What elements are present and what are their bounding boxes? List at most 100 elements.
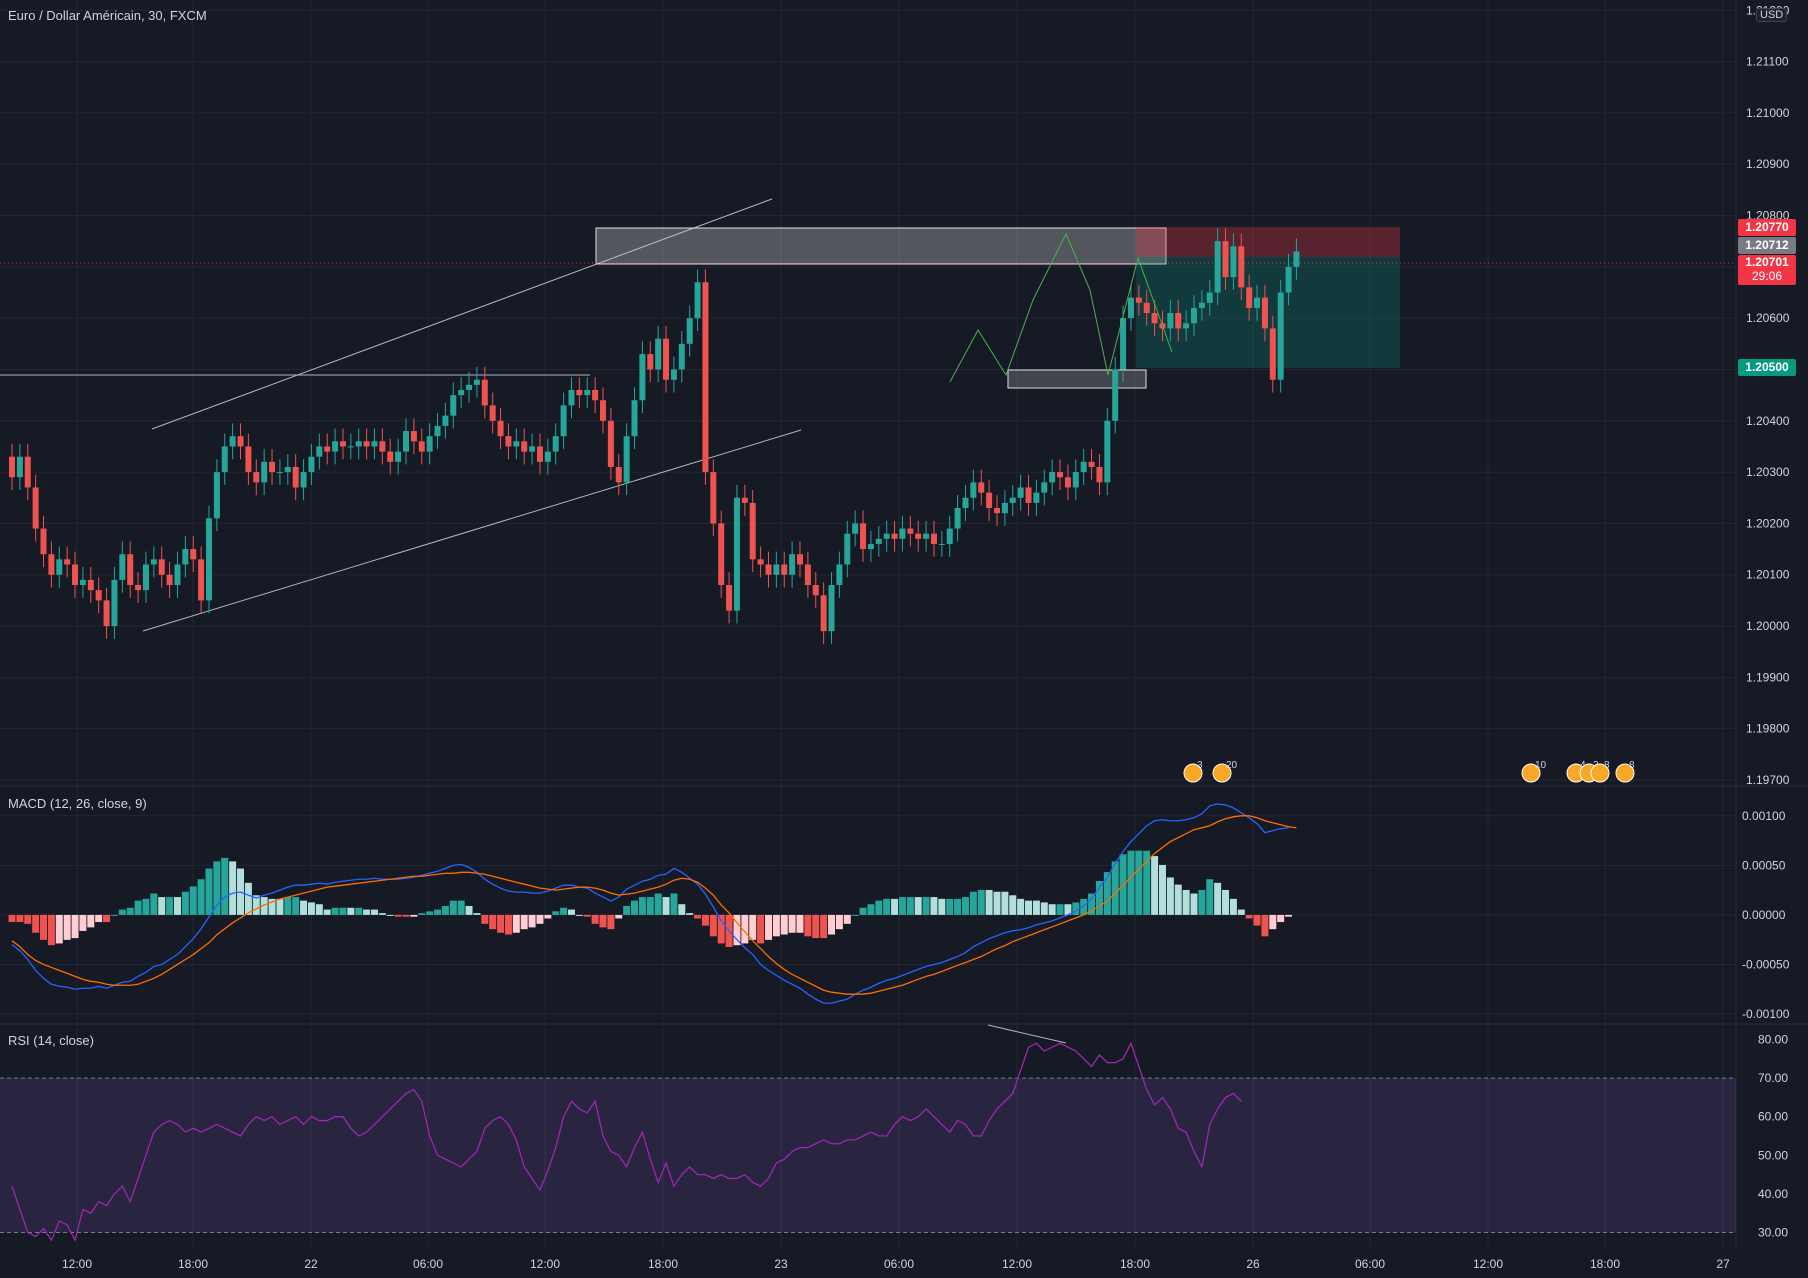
macd-histogram-bar	[489, 914, 497, 930]
candle-body	[1293, 251, 1300, 267]
event-marker-count: 10	[1535, 760, 1547, 771]
eu-flag-icon	[1521, 763, 1541, 783]
macd-histogram-bar	[796, 914, 804, 933]
rsi-indicator-title[interactable]: RSI (14, close)	[8, 1033, 94, 1048]
time-axis-label: 06:00	[1355, 1257, 1385, 1271]
macd-histogram-bar	[260, 897, 268, 915]
candle-body	[410, 431, 417, 442]
macd-histogram-bar	[221, 857, 229, 915]
macd-histogram-bar	[197, 879, 205, 915]
candle-body	[946, 528, 953, 544]
candle-body	[694, 282, 701, 319]
rsi-divergence-line	[987, 1024, 1067, 1044]
macd-histogram-bar	[544, 914, 552, 919]
candle-body	[458, 390, 465, 396]
candle-body	[1088, 461, 1095, 467]
candle-body	[726, 585, 733, 611]
candle-body	[72, 564, 79, 585]
candle-body	[1096, 466, 1103, 483]
candle-body	[1112, 369, 1119, 421]
candle-body	[1222, 241, 1229, 278]
price-axis-label: 1.20000	[1746, 619, 1790, 633]
macd-histogram-bar	[938, 898, 946, 915]
macd-histogram-bar	[1190, 893, 1198, 915]
price-axis-label: 1.21000	[1746, 106, 1790, 120]
macd-histogram-bar	[118, 909, 126, 915]
macd-histogram-bar	[780, 914, 788, 935]
macd-histogram-bar	[1095, 881, 1103, 915]
candle-body	[79, 579, 86, 585]
time-axis-label: 12:00	[1473, 1257, 1503, 1271]
candle-body	[962, 497, 969, 509]
macd-histogram-bar	[961, 897, 969, 915]
price-axis-label: 1.20100	[1746, 568, 1790, 582]
candle-body	[521, 441, 528, 452]
candle-body	[915, 533, 922, 539]
macd-histogram-bar	[347, 907, 355, 915]
candle-body	[32, 487, 39, 529]
price-axis-label: 1.20300	[1746, 465, 1790, 479]
macd-histogram-bar	[315, 904, 323, 915]
candle-body	[237, 436, 244, 447]
candle-body	[1025, 487, 1032, 503]
event-marker-count: 8	[1604, 760, 1610, 771]
macd-histogram-bar	[591, 914, 599, 924]
macd-histogram-bar	[828, 914, 836, 935]
macd-histogram-bar	[930, 897, 938, 915]
macd-histogram-bar	[79, 914, 87, 931]
time-axis-label: 12:00	[62, 1257, 92, 1271]
candle-body	[954, 508, 961, 529]
candle-body	[87, 579, 94, 591]
candle-body	[560, 405, 567, 437]
time-axis-label: 12:00	[530, 1257, 560, 1271]
macd-histogram-bar	[843, 914, 851, 924]
macd-indicator-title[interactable]: MACD (12, 26, close, 9)	[8, 796, 147, 811]
candle-body	[600, 400, 606, 421]
macd-histogram-bar	[914, 897, 922, 915]
macd-histogram-bar	[772, 914, 780, 937]
macd-histogram-bar	[694, 914, 702, 919]
candle-body	[1214, 241, 1221, 293]
candle-body	[718, 523, 725, 585]
macd-histogram-bar	[741, 914, 749, 944]
candle-body	[733, 497, 740, 611]
macd-histogram-bar	[300, 900, 308, 915]
macd-signal-line	[11, 815, 1297, 995]
candle-body	[994, 508, 1000, 514]
target-price-tag: 1.20500	[1738, 359, 1796, 376]
macd-histogram-bar	[465, 905, 473, 915]
macd-histogram-bar	[410, 914, 418, 917]
macd-histogram-bar	[8, 914, 16, 923]
currency-badge[interactable]: USD	[1756, 8, 1788, 22]
candle-body	[229, 436, 236, 447]
event-marker-count: 4	[1580, 760, 1586, 771]
candle-body	[1191, 307, 1197, 324]
macd-histogram-bar	[1064, 904, 1072, 915]
candle-body	[757, 559, 764, 565]
candle-body	[852, 523, 859, 534]
candle-body	[899, 528, 906, 539]
us-flag-icon	[1183, 763, 1203, 783]
candle-body	[907, 528, 914, 534]
candle-body	[135, 585, 142, 591]
macd-histogram-bar	[268, 898, 276, 915]
price-axis-label: 1.20600	[1746, 311, 1790, 325]
candle-body	[442, 415, 449, 426]
macd-histogram-bar	[1253, 914, 1261, 926]
candle-body	[1143, 302, 1150, 314]
candle-body	[371, 441, 378, 447]
candle-body	[867, 543, 874, 550]
candle-body	[324, 446, 331, 452]
time-axis-label: 12:00	[1002, 1257, 1032, 1271]
short-position-stop-zone	[1136, 227, 1400, 257]
time-axis-label: 06:00	[884, 1257, 914, 1271]
macd-histogram-bar	[1269, 914, 1277, 930]
macd-histogram-bar	[599, 914, 607, 928]
candle-body	[347, 446, 354, 448]
candle-body	[395, 451, 402, 462]
macd-histogram-bar	[1001, 891, 1009, 915]
candle-body	[103, 600, 110, 627]
macd-histogram-bar	[812, 914, 820, 939]
